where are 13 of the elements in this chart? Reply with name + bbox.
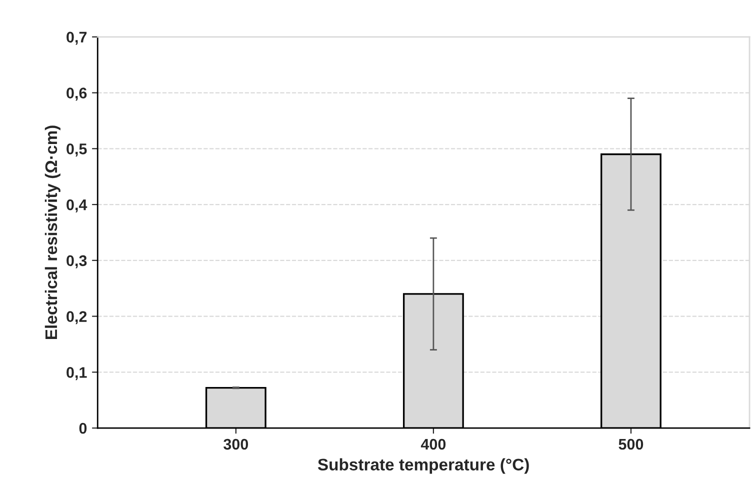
x-tick-label: 400 <box>420 438 446 450</box>
y-tick-label: 0,3 <box>66 255 87 268</box>
y-tick-label: 0,4 <box>66 199 88 212</box>
y-tick-label: 0 <box>79 422 87 434</box>
y-tick-label: 0,7 <box>66 32 87 45</box>
y-axis-title: Electrical resistivity (Ω·cm) <box>44 126 60 340</box>
y-tick-label: 0,6 <box>66 88 87 101</box>
y-tick-label: 0,1 <box>66 367 87 380</box>
y-tick-label: 0,2 <box>66 311 87 324</box>
x-axis-title: Substrate temperature (°C) <box>318 458 529 474</box>
y-tick-label: 0,5 <box>66 144 87 157</box>
x-tick-label: 500 <box>618 438 644 450</box>
x-tick-label: 300 <box>224 438 248 450</box>
